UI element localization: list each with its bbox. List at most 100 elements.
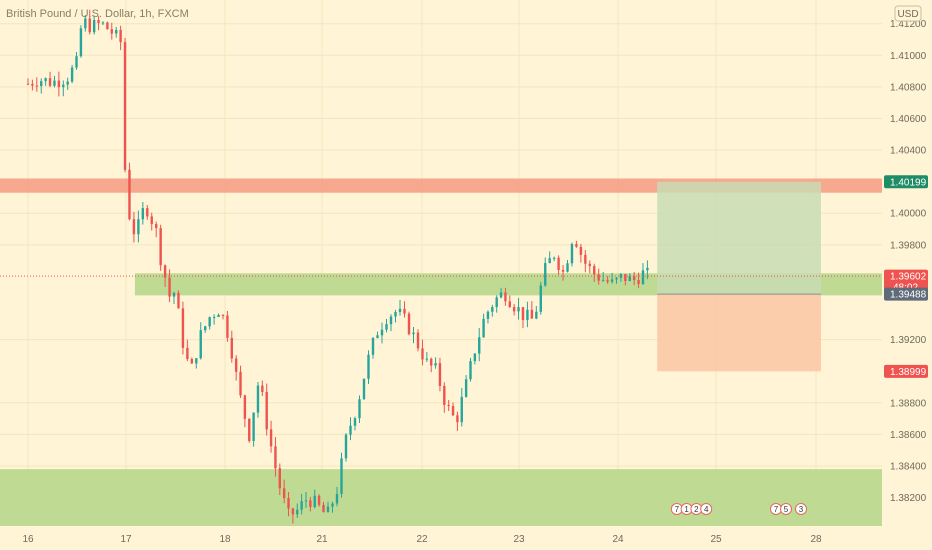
event-marker[interactable] bbox=[780, 503, 792, 515]
x-tick-label: 24 bbox=[612, 534, 624, 545]
candle-body bbox=[624, 273, 627, 282]
candle-body bbox=[128, 169, 131, 220]
chart-title: British Pound / U.S. Dollar, 1h, FXCM bbox=[6, 8, 189, 20]
candle-body bbox=[371, 338, 375, 355]
currency-button[interactable]: USD bbox=[894, 5, 922, 22]
candle-body bbox=[438, 363, 442, 386]
candle-body bbox=[362, 378, 366, 400]
candle-body bbox=[344, 434, 348, 459]
candle-body bbox=[358, 399, 361, 419]
candle-body bbox=[456, 415, 459, 423]
candle-body bbox=[434, 363, 437, 366]
y-tick-label: 1.41200 bbox=[890, 19, 927, 30]
candle-body bbox=[132, 219, 136, 235]
event-marker[interactable] bbox=[795, 503, 807, 515]
y-tick-label: 1.38800 bbox=[890, 398, 927, 409]
candle-body bbox=[548, 258, 551, 264]
candle-body bbox=[26, 83, 30, 85]
candle-body bbox=[226, 315, 229, 338]
candle-body bbox=[508, 301, 511, 308]
candle-body bbox=[300, 501, 303, 510]
candle-body bbox=[70, 67, 74, 82]
candle-body bbox=[137, 219, 140, 235]
price-tag bbox=[884, 269, 928, 294]
y-tick-label: 1.40400 bbox=[890, 146, 927, 157]
x-tick-label: 16 bbox=[22, 534, 34, 545]
candle-body bbox=[269, 429, 273, 447]
candle-body bbox=[261, 385, 264, 393]
candle-body bbox=[252, 412, 255, 441]
candle-body bbox=[40, 81, 43, 87]
y-tick-label: 1.41000 bbox=[890, 51, 927, 62]
y-tick-label: 1.39800 bbox=[890, 240, 927, 251]
zone-demand-lower bbox=[0, 469, 882, 526]
grid bbox=[0, 0, 882, 526]
candle-body bbox=[35, 85, 39, 87]
price-tag bbox=[884, 364, 928, 378]
event-count: 7 bbox=[675, 505, 680, 514]
x-tick-label: 28 bbox=[810, 534, 822, 545]
candle-body bbox=[248, 418, 251, 441]
candle-body bbox=[499, 292, 503, 298]
candle-body bbox=[398, 308, 402, 313]
candle-body bbox=[394, 312, 397, 317]
x-axis: 16 17 18 21 22 23 24 25 28 bbox=[22, 534, 822, 545]
candle-body bbox=[190, 359, 194, 364]
candle-body bbox=[615, 277, 618, 280]
candle-body bbox=[628, 276, 631, 282]
event-marker[interactable] bbox=[700, 503, 713, 515]
candle-body bbox=[610, 279, 614, 282]
candle-body bbox=[637, 280, 640, 285]
candle-body bbox=[154, 224, 158, 229]
candle-body bbox=[385, 324, 388, 330]
x-tick-label: 22 bbox=[416, 534, 428, 545]
candle-body bbox=[256, 385, 260, 413]
y-tick-label: 1.38600 bbox=[890, 430, 927, 441]
candle-body bbox=[282, 488, 286, 499]
price-tag bbox=[884, 175, 928, 189]
candle-body bbox=[84, 18, 87, 29]
candle-body bbox=[552, 257, 556, 259]
candle-body bbox=[168, 277, 171, 297]
candle-body bbox=[416, 332, 420, 349]
candle-body bbox=[79, 28, 83, 57]
candle-body bbox=[561, 270, 565, 272]
candle-body bbox=[544, 263, 547, 286]
event-count: 5 bbox=[784, 505, 789, 514]
candle-body bbox=[186, 347, 189, 360]
candle-body bbox=[579, 246, 583, 255]
price-tag-label: 1.39488 bbox=[890, 290, 927, 301]
candle-body bbox=[278, 468, 282, 489]
candle-body bbox=[380, 329, 384, 336]
candle-body bbox=[588, 263, 591, 267]
trade-position[interactable] bbox=[657, 181, 821, 372]
candle-body bbox=[217, 314, 220, 318]
x-tick-label: 17 bbox=[120, 534, 132, 545]
candle-body bbox=[31, 83, 34, 86]
candle-body bbox=[172, 292, 176, 297]
candle-body bbox=[221, 314, 225, 316]
candle-body bbox=[75, 56, 78, 68]
candle-body bbox=[66, 81, 69, 85]
candle-body bbox=[234, 358, 238, 372]
candle-body bbox=[287, 498, 290, 509]
candle-body bbox=[646, 267, 649, 271]
y-tick-label: 1.40600 bbox=[890, 114, 927, 125]
candle-body bbox=[460, 396, 463, 423]
event-count: 3 bbox=[799, 505, 804, 514]
event-count: 7 bbox=[774, 505, 779, 514]
candle-body bbox=[557, 257, 560, 271]
y-tick-label: 1.38200 bbox=[890, 493, 927, 504]
candle-body bbox=[146, 208, 149, 217]
y-tick-label: 1.40000 bbox=[890, 209, 927, 220]
candle-body bbox=[407, 313, 411, 335]
candle-body bbox=[570, 243, 574, 264]
candle-body bbox=[44, 78, 47, 82]
candle-body bbox=[349, 425, 352, 435]
candle-body bbox=[291, 508, 295, 515]
candle-body bbox=[376, 335, 379, 339]
event-count: 4 bbox=[704, 505, 709, 514]
x-tick-label: 25 bbox=[710, 534, 722, 545]
